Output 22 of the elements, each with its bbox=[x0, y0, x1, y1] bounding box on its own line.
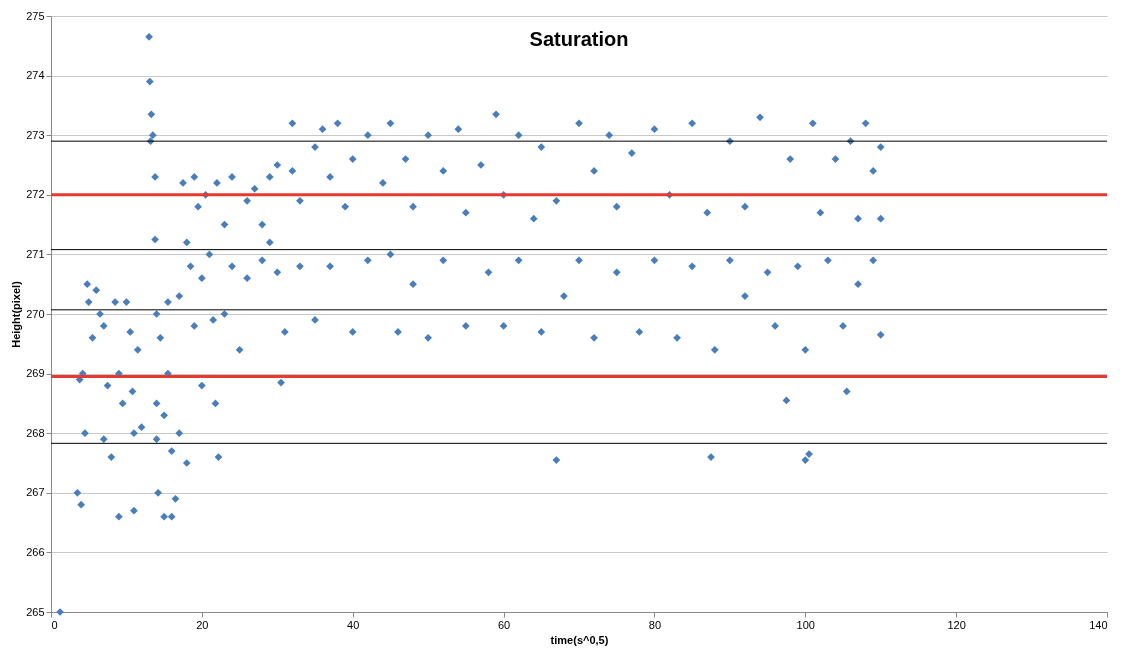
y-tick-label: 269 bbox=[26, 367, 45, 380]
x-tick-label: 40 bbox=[347, 618, 360, 631]
y-tick-label: 271 bbox=[26, 247, 45, 260]
x-tick-label: 140 bbox=[1089, 618, 1108, 631]
x-tick-label: 100 bbox=[796, 618, 815, 631]
x-tick-label: 20 bbox=[196, 618, 209, 631]
y-tick-label: 266 bbox=[26, 545, 45, 558]
y-tick-label: 270 bbox=[26, 307, 45, 320]
x-axis-title: time(s^0,5) bbox=[550, 633, 609, 646]
y-tick-label: 265 bbox=[26, 605, 45, 618]
x-tick-label: 60 bbox=[497, 618, 511, 631]
y-tick-label: 273 bbox=[26, 128, 45, 141]
y-tick-label: 272 bbox=[26, 188, 45, 201]
y-axis-title: Height(pixel) bbox=[10, 280, 23, 348]
x-tick-label: 120 bbox=[947, 618, 966, 631]
text: Saturation bbox=[529, 28, 629, 50]
x-tick-label: 0 bbox=[51, 618, 58, 631]
y-tick-label: 268 bbox=[26, 426, 45, 439]
y-tick-label: 275 bbox=[26, 9, 45, 22]
y-tick-label: 267 bbox=[26, 486, 45, 499]
y-tick-label: 274 bbox=[26, 69, 45, 82]
x-tick-label: 80 bbox=[648, 618, 662, 631]
